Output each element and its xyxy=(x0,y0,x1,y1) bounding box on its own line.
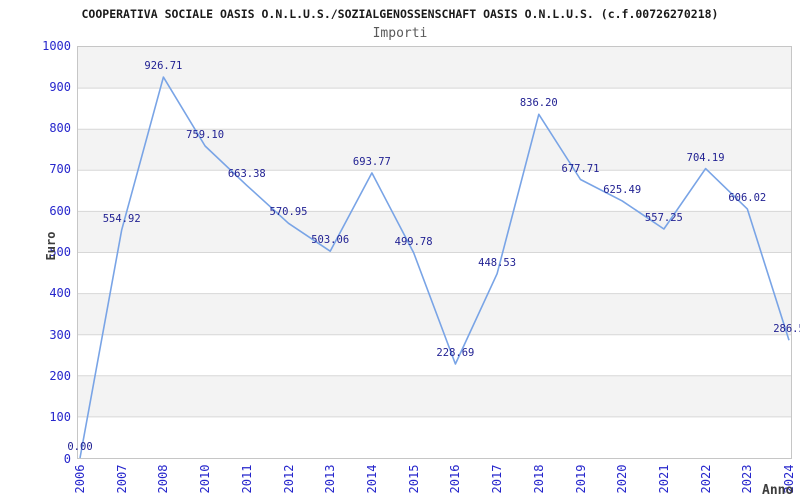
y-tick-label: 100 xyxy=(49,410,71,425)
x-tick-label: 2006 xyxy=(73,464,87,494)
y-tick-label: 400 xyxy=(49,286,71,301)
y-tick-label: 0 xyxy=(63,451,71,466)
y-tick-label: 300 xyxy=(49,327,71,342)
x-tick-label: 2014 xyxy=(364,464,379,494)
y-axis-title: Euro xyxy=(44,231,58,261)
series-line xyxy=(79,76,790,459)
x-tick-label: 2021 xyxy=(656,464,671,494)
chart-title: COOPERATIVA SOCIALE OASIS O.N.L.U.S./SOZ… xyxy=(81,7,719,21)
y-tick-label: 800 xyxy=(49,121,71,136)
line-series-plot xyxy=(78,76,791,459)
x-tick-label: 2016 xyxy=(448,464,463,494)
y-tick-label: 900 xyxy=(49,79,71,94)
x-tick-label: 2015 xyxy=(406,464,421,494)
x-tick-label: 2012 xyxy=(281,464,296,494)
x-tick-label: 2020 xyxy=(615,464,630,494)
chart-subtitle: Importi xyxy=(372,26,428,41)
y-tick-label: 500 xyxy=(49,245,71,259)
x-tick-label: 2019 xyxy=(573,464,588,494)
x-tick-label: 2022 xyxy=(698,464,713,494)
x-tick-label: 2023 xyxy=(740,464,755,494)
x-tick-label: 2008 xyxy=(156,464,171,494)
x-axis-title: Anno xyxy=(762,483,794,498)
y-tick-label: 700 xyxy=(49,162,71,177)
x-tick-label: 2018 xyxy=(531,464,546,494)
x-tick-label: 2013 xyxy=(323,464,338,494)
plot-area: 0.00 554.92 926.71 759.10 663.38 570.95 503.06… xyxy=(67,46,800,459)
y-tick-label: 200 xyxy=(49,368,71,383)
x-tick-label: 2011 xyxy=(239,464,254,494)
x-tick-label: 2007 xyxy=(114,464,129,494)
y-tick-label: 600 xyxy=(49,203,71,218)
x-tick-label: 2017 xyxy=(490,464,505,494)
x-tick-label: 2010 xyxy=(198,464,213,494)
